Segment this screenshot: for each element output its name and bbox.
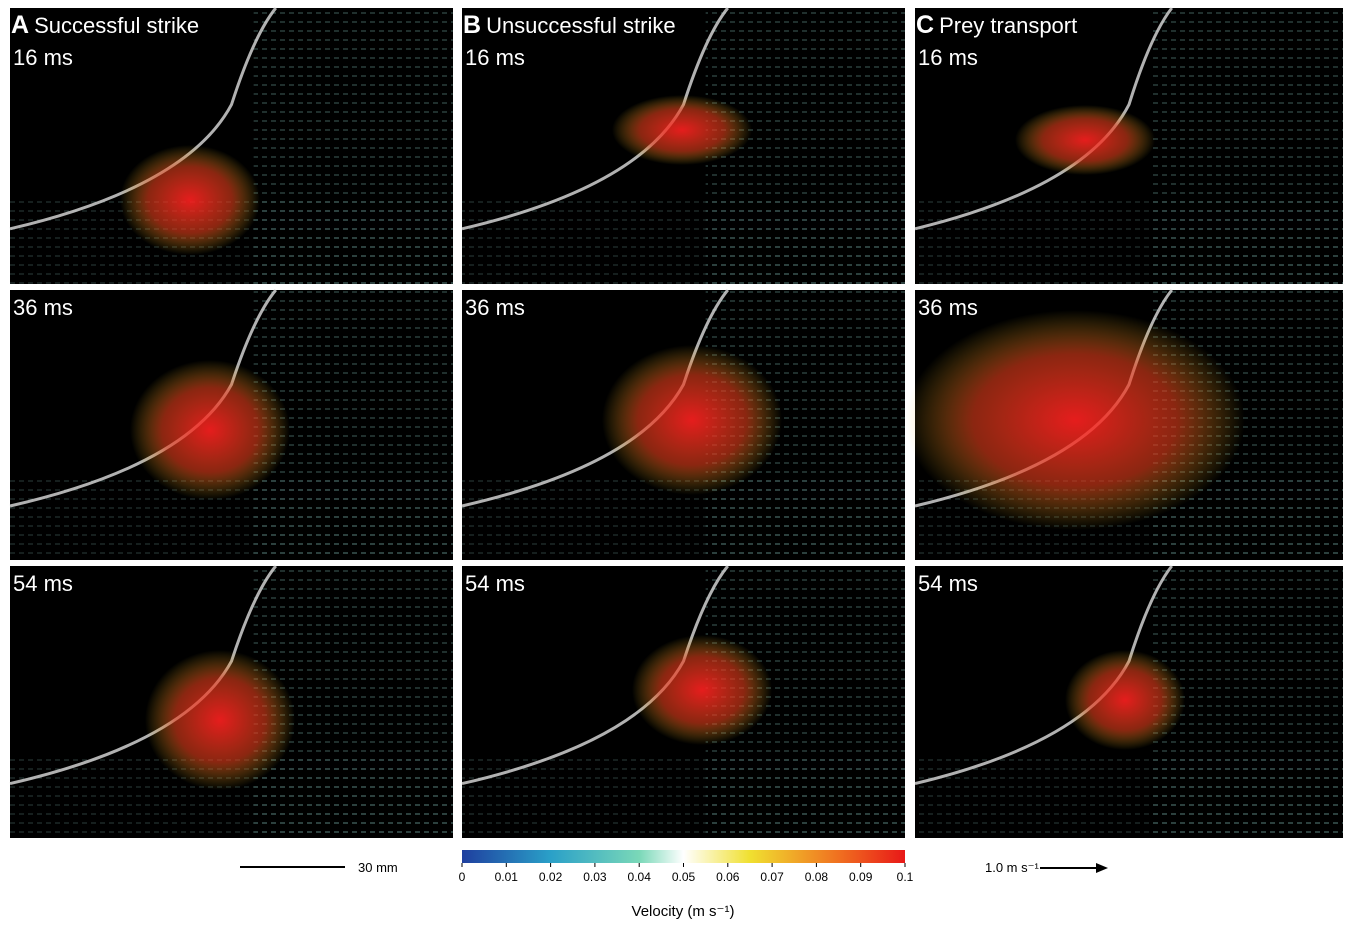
vector-field <box>462 756 905 838</box>
colorbar-tick-label: 0.09 <box>849 870 873 884</box>
panel-title-text: Prey transport <box>939 13 1077 38</box>
vector-field <box>915 756 1343 838</box>
velocity-region <box>632 635 772 745</box>
velocity-region <box>612 95 752 165</box>
colorbar-ticks: 0 0.01 0.02 0.03 0.04 0.05 0.06 0.07 0.08 0.09 0.1 <box>459 863 914 884</box>
velocity-region <box>120 145 260 255</box>
colorbar-tick-label: 0.05 <box>672 870 696 884</box>
scale-bar-label: 30 mm <box>358 860 398 875</box>
vector-field <box>915 201 1343 284</box>
velocity-region <box>602 345 782 495</box>
colorbar-label: Velocity (m s⁻¹) <box>632 903 735 920</box>
velocity-region <box>905 310 1245 530</box>
time-label: 16 ms <box>465 45 525 70</box>
colorbar-tick-label: 0.04 <box>628 870 652 884</box>
time-label: 36 ms <box>465 295 525 320</box>
time-label: 36 ms <box>13 295 73 320</box>
panel-title-text: Successful strike <box>34 13 199 38</box>
panel-letter: A <box>11 11 29 39</box>
colorbar-tick-label: 0.02 <box>539 870 563 884</box>
colorbar-tick-label: 0.08 <box>805 870 829 884</box>
velocity-region <box>145 650 295 790</box>
velocity-region <box>1015 105 1155 175</box>
colorbar-tick-label: 0.01 <box>495 870 519 884</box>
time-label: 36 ms <box>918 295 978 320</box>
panel-title-text: Unsuccessful strike <box>486 13 676 38</box>
vector-field <box>462 201 905 284</box>
speed-reference-label: 1.0 m s⁻¹ <box>985 860 1039 875</box>
panel-letter: B <box>463 11 481 39</box>
speed-arrow-head <box>1096 863 1108 873</box>
colorbar-tick-label: 0.07 <box>760 870 784 884</box>
time-label: 54 ms <box>13 571 73 596</box>
colorbar <box>462 850 905 863</box>
colorbar-tick-label: 0.03 <box>583 870 607 884</box>
colorbar-tick-label: 0.06 <box>716 870 740 884</box>
time-label: 54 ms <box>918 571 978 596</box>
velocity-region <box>130 360 290 500</box>
time-label: 16 ms <box>13 45 73 70</box>
colorbar-tick-label: 0.1 <box>897 870 914 884</box>
panel-letter: C <box>916 11 934 39</box>
figure: 16 ms 36 ms 54 ms ASuccessful strike 16 ms 36… <box>0 0 1346 924</box>
velocity-region <box>1065 650 1185 750</box>
time-label: 54 ms <box>465 571 525 596</box>
time-label: 16 ms <box>918 45 978 70</box>
colorbar-tick-label: 0 <box>459 870 466 884</box>
